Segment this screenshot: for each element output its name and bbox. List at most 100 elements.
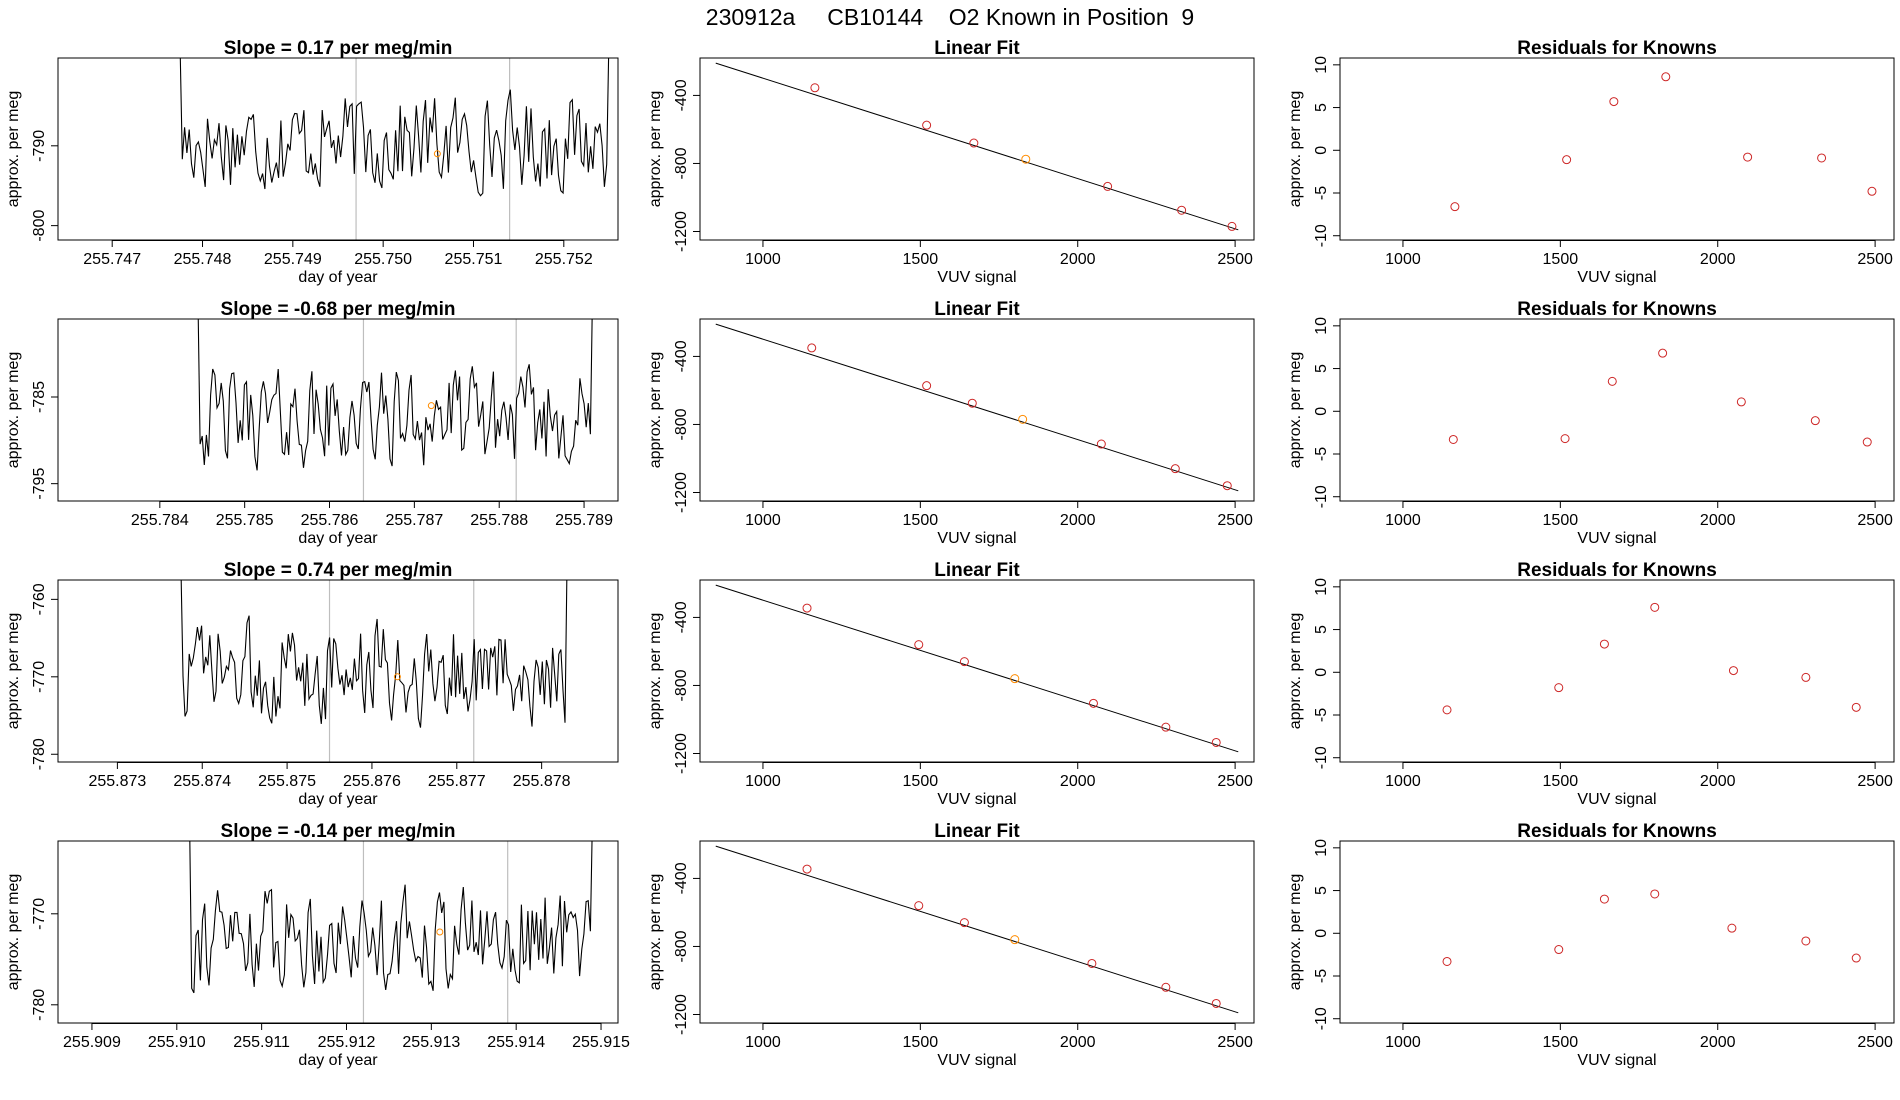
y-tick-label: -1200 xyxy=(673,733,690,774)
x-tick-label: 255.876 xyxy=(343,773,401,790)
y-tick-label: -780 xyxy=(31,989,48,1021)
panel-4-1: Slope = -0.14 per meg/min 255.909 255.910 2… xyxy=(5,821,630,1069)
y-tick-label: -800 xyxy=(673,147,690,179)
series-line xyxy=(197,319,593,471)
x-tick-label: 255.748 xyxy=(174,251,232,268)
y-tick-label: -770 xyxy=(31,661,48,693)
y-tick-label: -400 xyxy=(673,601,690,633)
y-axis-label: approx. per meg xyxy=(1287,874,1304,991)
y-tick-label: -5 xyxy=(1313,186,1330,200)
fit-line xyxy=(715,845,1239,1014)
y-tick-label: -785 xyxy=(31,381,48,413)
data-point xyxy=(1088,698,1098,708)
y-axis-label: approx. per meg xyxy=(647,91,664,208)
y-tick-label: -780 xyxy=(31,738,48,770)
x-tick-label: 2500 xyxy=(1217,773,1253,790)
x-tick-label: 1500 xyxy=(903,773,939,790)
plot-box xyxy=(57,57,619,241)
y-tick-label: -5 xyxy=(1313,708,1330,722)
plot-area xyxy=(1448,348,1872,447)
y-tick-label: -10 xyxy=(1313,224,1330,247)
x-tick-label: 2000 xyxy=(1700,512,1736,529)
highlight-point xyxy=(436,928,444,936)
panel-1-1: Slope = 0.17 per meg/min 255.747 255.748 25… xyxy=(5,38,619,286)
y-tick-label: -400 xyxy=(673,79,690,111)
data-point xyxy=(1442,705,1452,715)
x-tick-label: 2500 xyxy=(1857,1034,1893,1051)
y-tick-label: -5 xyxy=(1313,447,1330,461)
figure-title: 230912a CB10144 O2 Known in Position 9 xyxy=(705,4,1195,30)
x-tick-label: 255.877 xyxy=(428,773,486,790)
data-point xyxy=(1010,674,1020,684)
data-point xyxy=(1801,936,1811,946)
x-tick-label: 2500 xyxy=(1857,251,1893,268)
panel-title: Linear Fit xyxy=(934,821,1020,842)
plot-box xyxy=(699,579,1255,763)
data-point xyxy=(1096,439,1106,449)
x-tick-label: 1000 xyxy=(745,1034,781,1051)
y-axis-label: approx. per meg xyxy=(5,91,22,208)
data-point xyxy=(1018,414,1028,424)
plot-area xyxy=(179,58,610,240)
plot-box xyxy=(699,57,1255,241)
plot-area xyxy=(180,580,568,762)
series-line xyxy=(180,580,568,728)
panel-title: Linear Fit xyxy=(934,560,1020,581)
y-tick-label: -1200 xyxy=(673,994,690,1035)
x-tick-label: 255.786 xyxy=(301,512,359,529)
panel-title: Residuals for Knowns xyxy=(1517,821,1717,842)
fit-line xyxy=(715,323,1239,492)
x-tick-label: 1000 xyxy=(745,773,781,790)
y-axis-label: approx. per meg xyxy=(1287,352,1304,469)
y-tick-label: 10 xyxy=(1313,839,1330,857)
data-point xyxy=(1222,481,1232,491)
data-point xyxy=(1161,982,1171,992)
y-tick-label: 0 xyxy=(1313,929,1330,938)
data-point xyxy=(1727,923,1737,933)
data-point xyxy=(1661,72,1671,82)
y-tick-label: -800 xyxy=(673,669,690,701)
y-tick-label: 0 xyxy=(1313,668,1330,677)
y-tick-label: 0 xyxy=(1313,146,1330,155)
data-point xyxy=(1650,602,1660,612)
x-tick-label: 1500 xyxy=(1543,1034,1579,1051)
x-axis-label: VUV signal xyxy=(937,269,1016,286)
data-point xyxy=(922,120,932,130)
panel-4-3: Residuals for Knowns 1000 1500 2000 2500 10 5 0… xyxy=(1287,821,1895,1069)
data-point xyxy=(1801,672,1811,682)
y-tick-label: -800 xyxy=(31,210,48,242)
x-tick-label: 255.911 xyxy=(233,1034,290,1051)
y-tick-label: -795 xyxy=(31,468,48,500)
data-point xyxy=(1736,397,1746,407)
x-tick-label: 255.909 xyxy=(63,1034,121,1051)
data-point xyxy=(1450,202,1460,212)
x-tick-label: 2000 xyxy=(1700,773,1736,790)
x-tick-label: 2000 xyxy=(1060,773,1096,790)
y-tick-label: -10 xyxy=(1313,1007,1330,1030)
x-tick-label: 255.875 xyxy=(258,773,316,790)
panel-2-2: Linear Fit 1000 1500 2000 2500 -400 -800 -1200 V… xyxy=(647,299,1255,547)
plot-area xyxy=(1450,72,1877,212)
y-tick-label: -790 xyxy=(31,130,48,162)
data-point xyxy=(1650,889,1660,899)
x-tick-label: 1500 xyxy=(1543,512,1579,529)
x-tick-label: 1000 xyxy=(745,512,781,529)
highlight-point xyxy=(393,673,401,681)
x-tick-label: 255.789 xyxy=(555,512,613,529)
x-tick-label: 1500 xyxy=(1543,251,1579,268)
data-point xyxy=(1867,186,1877,196)
y-tick-label: 10 xyxy=(1313,578,1330,596)
plot-box xyxy=(57,318,619,502)
x-tick-label: 255.912 xyxy=(318,1034,376,1051)
data-point xyxy=(1658,348,1668,358)
fit-line xyxy=(715,62,1239,231)
x-tick-label: 255.915 xyxy=(572,1034,630,1051)
data-point xyxy=(1161,722,1171,732)
data-point xyxy=(1010,935,1020,945)
x-tick-label: 1000 xyxy=(1385,1034,1421,1051)
panel-title: Residuals for Knowns xyxy=(1517,560,1717,581)
x-tick-label: 2500 xyxy=(1217,1034,1253,1051)
panel-title: Linear Fit xyxy=(934,38,1020,59)
x-tick-label: 255.788 xyxy=(470,512,528,529)
data-point xyxy=(1554,945,1564,955)
